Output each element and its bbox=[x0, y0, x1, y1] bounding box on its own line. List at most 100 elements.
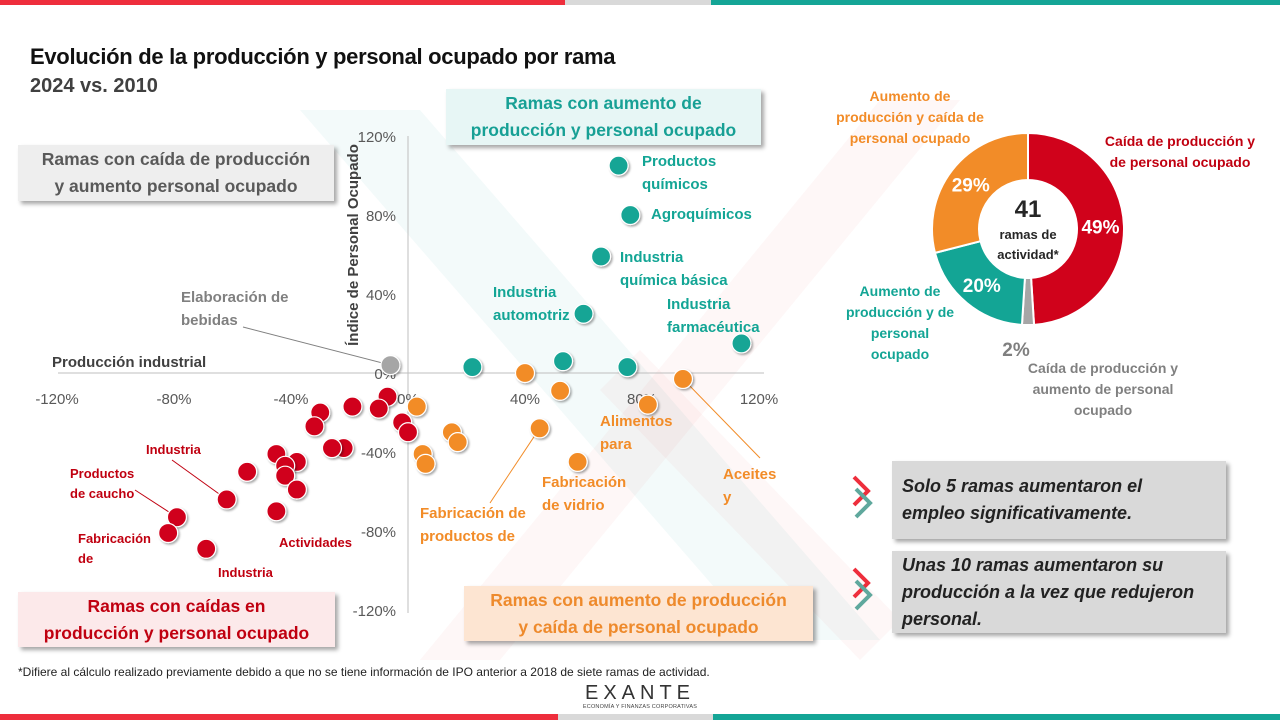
insight-box: Unas 10 ramas aumentaron su producción a … bbox=[892, 551, 1226, 633]
data-point-teal bbox=[573, 303, 594, 324]
point-label-line: Elaboración de bbox=[181, 289, 289, 306]
point-label-line: Aceites bbox=[723, 466, 776, 483]
top-bar-grey bbox=[565, 0, 711, 5]
point-label: Alimentos para bbox=[600, 413, 673, 453]
data-point-orange bbox=[406, 396, 427, 417]
point-label-line: de vidrio bbox=[542, 497, 605, 514]
x-axis-title: Producción industrial bbox=[52, 354, 206, 371]
data-point-red bbox=[304, 416, 325, 437]
point-label: Productos de caucho bbox=[70, 466, 134, 501]
y-tick-label: 120% bbox=[358, 129, 396, 146]
quadrant-label-line: y aumento personal ocupado bbox=[54, 176, 298, 196]
donut-legend-label: Caída de producción y bbox=[1028, 360, 1178, 376]
chevron-right-icon bbox=[852, 567, 873, 611]
data-point-orange bbox=[549, 380, 571, 401]
donut-legend-label: ocupado bbox=[1074, 402, 1132, 418]
quadrant-label-top-right: Ramas con aumento de producción y persona… bbox=[446, 89, 761, 145]
donut-value-label: 29% bbox=[952, 176, 990, 197]
y-tick-label: -40% bbox=[361, 445, 396, 462]
donut-center-label: actividad* bbox=[997, 247, 1059, 262]
x-tick-label: 40% bbox=[510, 391, 540, 408]
point-label-line: Alimentos bbox=[600, 413, 673, 430]
data-point-orange bbox=[447, 432, 468, 453]
point-label: Agroquímicos bbox=[651, 206, 752, 223]
logo: EXANTE ECONOMÍA Y FINANZAS CORPORATIVAS bbox=[575, 683, 705, 710]
data-point-red bbox=[266, 501, 287, 522]
quadrant-label-top-left: Ramas con caída de producción y aumento p… bbox=[18, 145, 334, 201]
bottom-bar-red bbox=[0, 714, 558, 720]
data-point-grey bbox=[380, 355, 401, 376]
data-point-orange bbox=[514, 362, 536, 384]
point-label: Fabricación de bbox=[78, 531, 151, 566]
donut-center-value: 41 bbox=[1015, 196, 1042, 223]
data-point-red bbox=[321, 437, 343, 459]
page-subtitle: 2024 vs. 2010 bbox=[30, 75, 158, 97]
point-label-line: Productos bbox=[642, 153, 716, 170]
point-label-line: Agroquímicos bbox=[651, 206, 752, 223]
data-point-orange bbox=[529, 418, 550, 439]
data-point-red bbox=[286, 479, 307, 500]
y-tick-label: 40% bbox=[366, 287, 396, 304]
top-bar-red bbox=[0, 0, 565, 5]
point-label: Industria farmacéutica bbox=[667, 296, 760, 336]
point-label-line: Productos bbox=[70, 466, 134, 481]
point-label: Industria bbox=[146, 442, 202, 457]
point-label: Actividades bbox=[279, 535, 352, 550]
data-point-red bbox=[275, 465, 296, 486]
quadrant-label-bottom-left: Ramas con caídas en producción y personal… bbox=[18, 592, 335, 647]
insight-line: Unas 10 ramas aumentaron su bbox=[902, 554, 1164, 575]
point-label-line: de caucho bbox=[70, 486, 134, 501]
donut-legend-label: Aumento de bbox=[860, 283, 941, 299]
point-label: Industria bbox=[218, 565, 274, 580]
leader-line bbox=[242, 326, 391, 366]
donut-legend-label: Caída de producción y bbox=[1105, 133, 1255, 149]
leader-line bbox=[682, 378, 761, 459]
leader-line bbox=[171, 459, 227, 500]
insight-line: Solo 5 ramas aumentaron el bbox=[902, 476, 1143, 496]
donut-value-label: 20% bbox=[963, 276, 1001, 297]
data-point-teal bbox=[620, 204, 641, 226]
x-tick-label: -40% bbox=[273, 391, 308, 408]
point-label-line: Industria bbox=[218, 565, 274, 580]
insight-line: empleo significativamente. bbox=[902, 503, 1133, 523]
data-point-red bbox=[368, 398, 389, 419]
quadrant-label-line: Ramas con caída de producción bbox=[41, 149, 311, 169]
data-point-red bbox=[237, 461, 258, 482]
point-label-line: Industria bbox=[667, 296, 731, 313]
donut-legend-label: personal bbox=[871, 325, 929, 341]
x-tick-label: -80% bbox=[156, 391, 191, 408]
y-tick-label: 80% bbox=[366, 208, 396, 225]
data-point-teal bbox=[552, 351, 574, 372]
data-point-red bbox=[216, 489, 237, 510]
footnote: *Difiere al cálculo realizado previament… bbox=[18, 665, 710, 679]
data-point-red bbox=[196, 538, 217, 559]
data-point-teal bbox=[590, 246, 612, 267]
donut-legend-label: Aumento de bbox=[870, 88, 951, 104]
point-label-line: y bbox=[723, 489, 732, 506]
point-label-line: Industria bbox=[146, 442, 202, 457]
point-label-line: bebidas bbox=[181, 312, 238, 329]
quadrant-label-line: Ramas con caídas en bbox=[87, 595, 266, 616]
point-label-line: de bbox=[78, 551, 93, 566]
point-label-line: Fabricación bbox=[542, 474, 626, 491]
x-tick-label: -120% bbox=[35, 391, 78, 408]
point-label-line: productos de bbox=[420, 528, 515, 545]
donut-value-label: 2% bbox=[1002, 340, 1030, 361]
x-tick-label: 120% bbox=[740, 391, 778, 408]
y-tick-label: -80% bbox=[361, 524, 396, 541]
point-label-line: química básica bbox=[620, 272, 728, 289]
point-label: Elaboración de bebidas bbox=[181, 289, 289, 329]
point-label: Fabricación de vidrio bbox=[542, 474, 626, 514]
data-point-red bbox=[397, 422, 419, 443]
donut-center-label: ramas de bbox=[999, 227, 1056, 242]
donut-legend-label: producción y caída de bbox=[836, 109, 984, 125]
insight-box: Solo 5 ramas aumentaron el empleo signifi… bbox=[892, 461, 1226, 539]
donut-legend-label: producción y de bbox=[846, 304, 954, 320]
quadrant-label-bottom-right: Ramas con aumento de producción y caída d… bbox=[464, 586, 813, 641]
point-label-line: Industria bbox=[620, 249, 684, 266]
donut-legend-label: ocupado bbox=[871, 346, 929, 362]
point-label-line: para bbox=[600, 436, 632, 453]
data-point-teal bbox=[617, 356, 638, 378]
point-label: Productos químicos bbox=[642, 153, 716, 193]
